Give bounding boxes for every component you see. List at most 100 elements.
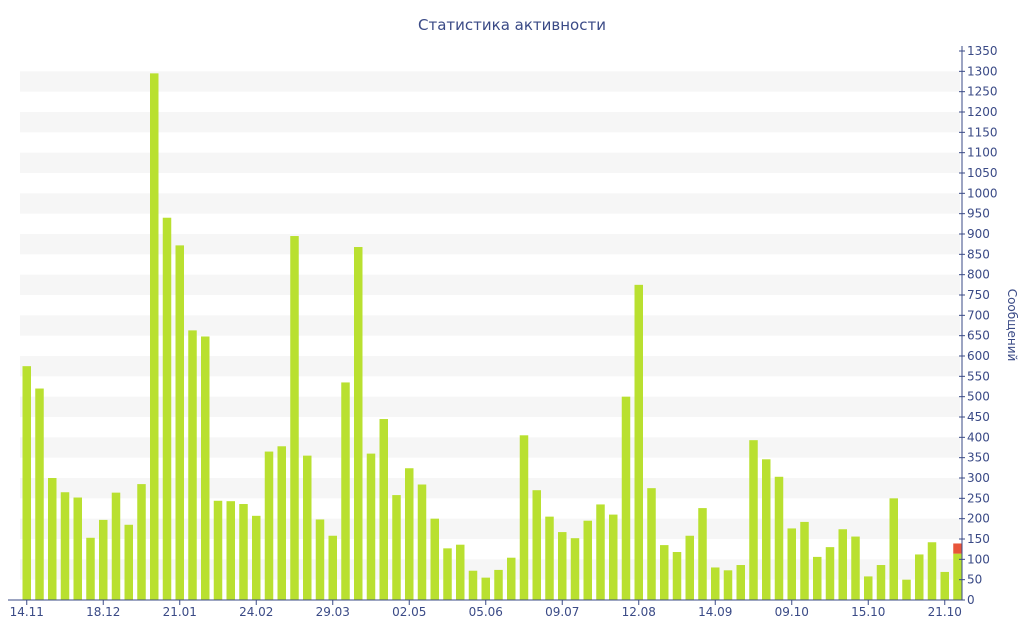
bar: [672, 552, 682, 600]
bar: [660, 545, 669, 600]
bar: [545, 516, 554, 600]
y-tick-label: 1050: [967, 166, 998, 180]
y-tick-label: 1300: [967, 64, 998, 78]
bar: [201, 336, 210, 600]
x-tick-label: 09.10: [775, 605, 809, 619]
bar: [60, 492, 70, 600]
y-axis-title: Сообщений: [1005, 289, 1019, 362]
bar: [864, 576, 873, 600]
bar: [303, 455, 312, 600]
bar: [711, 567, 720, 600]
bar: [507, 557, 516, 600]
bar: [392, 495, 401, 600]
y-tick-label: 250: [967, 491, 990, 505]
x-tick-label: 15.10: [851, 605, 885, 619]
bar: [443, 548, 452, 600]
bar: [723, 570, 733, 600]
bar: [698, 508, 707, 600]
y-tick-label: 900: [967, 227, 990, 241]
bar: [609, 514, 618, 600]
x-tick-label: 09.07: [545, 605, 579, 619]
grid-band: [20, 152, 960, 173]
bar: [621, 396, 631, 600]
grid-band: [20, 315, 960, 336]
grid-band: [20, 478, 960, 499]
y-tick-label: 1250: [967, 85, 998, 99]
y-tick-label: 200: [967, 512, 990, 526]
bar: [430, 518, 439, 600]
bar: [48, 478, 57, 600]
bar: [35, 388, 44, 600]
bar: [889, 498, 898, 600]
y-tick-label: 0: [967, 593, 975, 607]
grid-band: [20, 396, 960, 417]
y-tick-label: 600: [967, 349, 990, 363]
bar: [150, 73, 159, 600]
y-tick-label: 550: [967, 369, 990, 383]
bar: [647, 488, 656, 600]
y-tick-label: 1000: [967, 186, 998, 200]
x-tick-label: 05.06: [469, 605, 503, 619]
bar: [290, 236, 299, 601]
y-tick-label: 800: [967, 268, 990, 282]
grid-band: [20, 437, 960, 458]
y-tick-label: 1350: [967, 44, 998, 58]
bar: [558, 532, 567, 600]
background-bands: [20, 71, 960, 580]
bar: [405, 468, 414, 600]
bar: [940, 571, 949, 600]
y-tick-label: 150: [967, 532, 990, 546]
y-axis: 0 50 100 150 200 250 300 350 400 450 500 550 600 650 7…: [959, 44, 998, 607]
bar: [252, 515, 261, 600]
bar-highlight: [953, 543, 962, 554]
bar: [787, 528, 796, 600]
bar: [456, 544, 465, 600]
x-tick-label: 29.03: [316, 605, 350, 619]
bar: [481, 577, 490, 600]
y-tick-label: 700: [967, 308, 990, 322]
y-tick-label: 1200: [967, 105, 998, 119]
bar: [851, 536, 860, 600]
bar: [188, 330, 197, 600]
bar: [468, 570, 478, 600]
bar: [813, 556, 822, 600]
bar: [264, 451, 274, 600]
y-tick-label: 650: [967, 329, 990, 343]
x-tick-label: 21.10: [928, 605, 962, 619]
bar: [99, 519, 108, 600]
bar: [137, 484, 146, 600]
bar: [876, 565, 886, 600]
x-tick-label: 14.09: [698, 605, 732, 619]
bar: [596, 504, 605, 600]
grid-band: [20, 518, 960, 539]
bar: [111, 492, 121, 600]
bar: [73, 497, 82, 600]
y-tick-label: 500: [967, 390, 990, 404]
bar: [341, 382, 350, 600]
grid-band: [20, 356, 960, 377]
y-tick-label: 1100: [967, 146, 998, 160]
grid-band: [20, 274, 960, 295]
bar: [953, 553, 962, 600]
bar: [366, 453, 376, 600]
bar: [86, 537, 95, 600]
bar: [825, 547, 835, 600]
x-tick-label: 18.12: [86, 605, 120, 619]
y-tick-label: 300: [967, 471, 990, 485]
bar: [175, 245, 184, 601]
bar: [328, 535, 337, 600]
bar: [213, 500, 223, 600]
bar: [379, 419, 388, 600]
y-tick-label: 50: [967, 573, 982, 587]
bar: [277, 446, 286, 600]
bar: [838, 529, 847, 600]
bar: [634, 284, 643, 600]
x-axis: 14.11 18.12 21.01 24.02 29.03 02.05 05.06 09.07…: [8, 599, 962, 619]
bar: [800, 521, 809, 600]
x-tick-label: 24.02: [239, 605, 273, 619]
bar: [570, 538, 580, 600]
bar: [762, 459, 771, 600]
grid-band: [20, 71, 960, 92]
grid-band: [20, 234, 960, 255]
